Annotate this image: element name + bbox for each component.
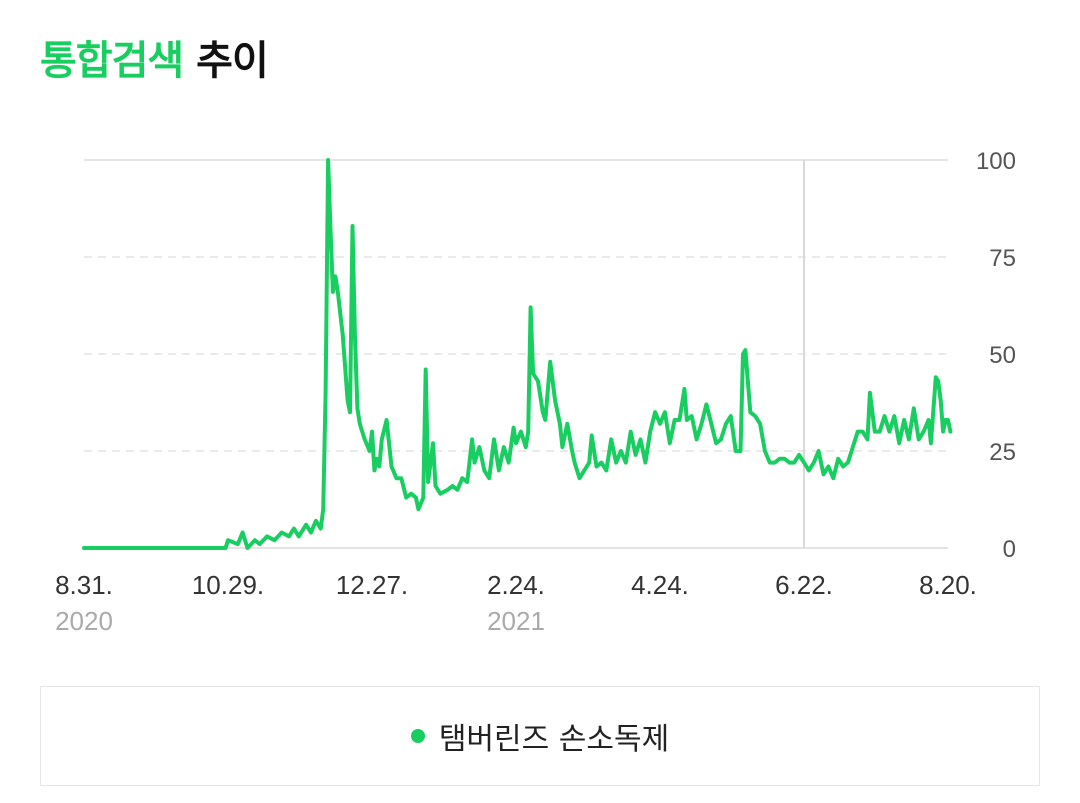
x-tick-label: 2.24. xyxy=(487,570,545,600)
page-title: 통합검색 추이 xyxy=(40,28,269,86)
y-tick-label: 25 xyxy=(989,439,1016,466)
legend-dot-icon xyxy=(410,729,425,743)
x-tick-label: 4.24. xyxy=(631,570,689,600)
series-line-0 xyxy=(82,158,953,550)
x-tick-year: 2020 xyxy=(55,606,113,636)
y-tick-label: 50 xyxy=(989,342,1016,369)
x-tick-label: 8.31. xyxy=(55,570,113,600)
legend-label: 탬버린즈 손소독제 xyxy=(438,722,670,757)
x-tick-label: 12.27. xyxy=(336,570,408,600)
chart-grid xyxy=(84,159,948,549)
x-tick-label: 10.29. xyxy=(192,570,264,600)
x-tick-year: 2021 xyxy=(487,606,545,636)
title-accent: 통합검색 xyxy=(40,38,184,84)
y-tick-label: 75 xyxy=(989,245,1016,272)
trend-chart[interactable]: 0 25 50 75 100 8.31. 2020 10.29. 12.27. 2.24. 202… xyxy=(0,0,1080,680)
y-axis: 0 25 50 75 100 xyxy=(976,148,1016,563)
y-tick-label: 0 xyxy=(1003,536,1016,563)
y-tick-label: 100 xyxy=(976,148,1016,175)
legend: 탬버린즈 손소독제 xyxy=(40,686,1040,786)
x-axis: 8.31. 2020 10.29. 12.27. 2.24. 2021 4.24. 6.22.… xyxy=(55,570,977,636)
title-rest: 추이 xyxy=(196,38,269,84)
chart-series xyxy=(82,158,953,550)
x-tick-label: 6.22. xyxy=(775,570,833,600)
x-tick-label: 8.20. xyxy=(919,570,977,600)
